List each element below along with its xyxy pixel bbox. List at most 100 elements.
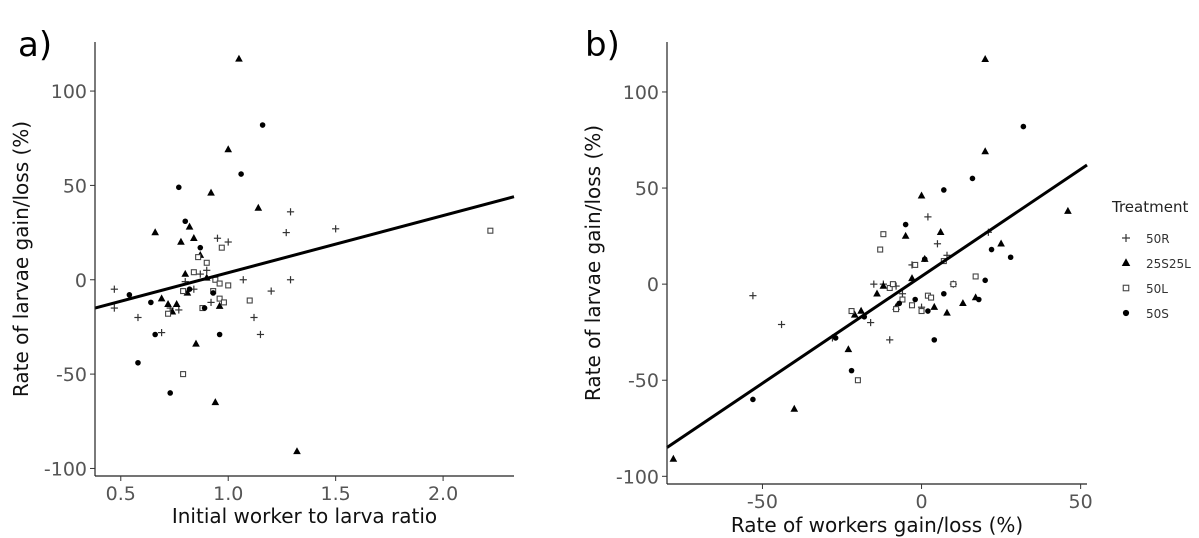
panel-b-point-50L	[908, 302, 916, 309]
panel-a-point-50S	[182, 218, 189, 225]
panel-a-series-50S	[126, 122, 266, 396]
panel-a-point-50L	[218, 244, 225, 251]
panel-b-point-50L	[893, 306, 900, 313]
panel-a: a) -100 -50 0 50 100 0.5 1.0 1.5 2.0 Initial wor…	[9, 25, 515, 528]
panel-b-point-50R	[933, 240, 942, 248]
panel-b-point-25S25L	[790, 404, 799, 412]
panel-a-point-50L	[220, 299, 227, 306]
panel-b-point-50S	[921, 256, 928, 262]
panel-b-point-50R	[898, 290, 907, 298]
panel-a-point-50L	[203, 259, 210, 266]
panel-b-point-50S	[976, 296, 982, 303]
panel-b-point-50L	[886, 284, 893, 292]
panel-b-point-50S	[750, 396, 756, 403]
panel-a-point-50S	[126, 292, 133, 298]
panel-b-point-25S25L	[997, 239, 1005, 247]
panel-b-point-25S25L	[879, 281, 888, 289]
panel-b-point-25S25L	[943, 308, 951, 316]
panel-b-point-25S25L	[857, 306, 865, 314]
panel-a-label: a)	[18, 25, 52, 65]
legend-item-50S: 50S	[1122, 307, 1169, 321]
panel-a-point-25S25L	[185, 222, 194, 230]
panel-a-point-50R	[110, 304, 118, 312]
legend-label-50L: 50L	[1146, 282, 1168, 296]
panel-a-point-50L	[225, 282, 232, 289]
panel-b-point-25S25L	[901, 231, 910, 239]
panel-b-point-25S25L	[844, 345, 853, 353]
panel-b-point-50R	[870, 280, 878, 288]
panel-b-point-50S	[1007, 254, 1014, 261]
panel-b-label: b)	[585, 25, 620, 65]
panel-a-x-tick-label: 2.0	[428, 483, 458, 505]
panel-a-point-50S	[148, 299, 154, 306]
panel-b-point-50R	[749, 292, 757, 300]
panel-a-point-50R	[286, 208, 295, 216]
panel-b-point-50L	[877, 246, 884, 253]
panel-a-point-50R	[196, 270, 204, 278]
panel-a-x-tick-label: 0.5	[106, 483, 136, 505]
panel-a-point-50L	[180, 371, 187, 378]
panel-b-y-tick-label: 100	[623, 82, 659, 104]
panel-b-point-50S	[982, 277, 988, 284]
panel-b-point-25S25L	[873, 289, 881, 297]
panel-b-point-50L	[912, 261, 919, 268]
legend-marker-50S	[1122, 309, 1130, 317]
panel-b-point-50S	[902, 221, 909, 228]
panel-b-x-tick-label: 0	[915, 491, 927, 513]
panel-b-point-50L	[854, 377, 861, 384]
legend-item-50L: 50L	[1122, 282, 1168, 296]
legend-marker-50L	[1122, 284, 1130, 292]
panel-b-point-50R	[924, 213, 932, 221]
panel-a-point-50L	[180, 288, 187, 295]
panel-a-point-50L	[195, 254, 202, 261]
panel-b-point-50S	[925, 308, 931, 314]
panel-b-point-25S25L	[959, 299, 967, 307]
panel-a-y-tick-label: -50	[56, 364, 87, 386]
legend-items: 50R 25S25L 50L 50S	[1121, 232, 1191, 321]
panel-a-point-25S25L	[211, 398, 220, 406]
panel-b-point-50L	[880, 231, 887, 238]
panel-b-y-tick-label: 0	[647, 274, 659, 296]
panel-a-point-25S25L	[207, 188, 215, 196]
legend-marker-25S25L	[1121, 258, 1131, 266]
panel-a-point-25S25L	[293, 447, 301, 455]
panel-b-x-tick-label: -50	[747, 491, 778, 513]
panel-b-y-axis-title: Rate of larvae gain/loss (%)	[581, 125, 605, 401]
panel-a-point-50S	[186, 286, 193, 292]
panel-a-series-50L	[165, 227, 494, 378]
panel-b-point-25S25L	[917, 191, 926, 199]
panel-b-point-50S	[912, 296, 918, 303]
legend-label-25S25L: 25S25L	[1146, 257, 1191, 271]
panel-b-series-50S	[750, 123, 1027, 403]
panel-a-point-50R	[207, 298, 215, 306]
panel-b-point-50R	[777, 320, 786, 329]
panel-b-y-tick-label: 50	[635, 178, 659, 200]
panel-b-point-25S25L	[850, 310, 859, 318]
legend: Treatment 50R 25S25L 50L 50S	[1111, 198, 1191, 321]
panel-a-point-50R	[203, 266, 211, 274]
panel-b-point-25S25L	[908, 274, 916, 282]
panel-b-point-50S	[848, 367, 855, 374]
panel-a-point-50L	[487, 227, 494, 234]
panel-a-point-25S25L	[190, 233, 198, 241]
panel-a-point-25S25L	[151, 228, 159, 236]
panel-a-point-50R	[110, 285, 118, 293]
panel-b-point-50L	[972, 273, 979, 280]
panel-a-y-tick-label: 50	[63, 175, 87, 197]
panel-b-series-50L	[848, 231, 979, 384]
panel-b-y-tick-label: -100	[616, 466, 659, 488]
panel-b-point-25S25L	[669, 454, 678, 462]
panel-b-point-25S25L	[981, 147, 990, 155]
panel-a-point-50R	[134, 313, 142, 322]
legend-title: Treatment	[1111, 198, 1188, 216]
panel-b-point-50R	[867, 318, 875, 327]
panel-a-point-50S	[197, 244, 204, 251]
panel-a-point-50R	[250, 313, 258, 322]
panel-b-point-50S	[988, 246, 995, 253]
panel-b-y-tick-label: -50	[628, 370, 659, 392]
panel-a-point-25S25L	[224, 145, 233, 153]
panel-a-point-50S	[210, 290, 216, 296]
panel-a-point-50L	[216, 295, 223, 302]
panel-a-series-25S25L	[151, 54, 301, 455]
panel-b: b) -100 -50 0 50 100 -50 0 50 Rate of workers g…	[581, 25, 1093, 537]
